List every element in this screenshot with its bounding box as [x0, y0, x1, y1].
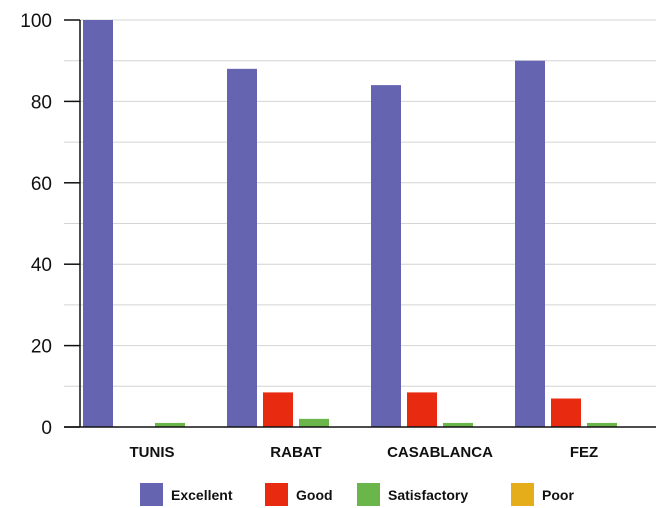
x-axis-ticks: TUNIS RABAT CASABLANCA FEZ	[130, 444, 599, 461]
legend-label: Satisfactory	[388, 487, 468, 503]
x-tick-label: RABAT	[270, 444, 321, 461]
x-tick-label: FEZ	[570, 444, 598, 461]
y-tick-label: 0	[41, 418, 52, 439]
bar-good-rabat	[263, 392, 293, 427]
legend-swatch	[357, 483, 380, 506]
legend-swatch	[140, 483, 163, 506]
legend: Excellent Good Satisfactory Poor	[140, 483, 574, 506]
y-tick-label: 100	[20, 11, 52, 32]
bar-good-fez	[551, 398, 581, 427]
bars	[83, 20, 617, 428]
bar-satisfactory-casablanca	[443, 422, 473, 427]
bar-excellent-tunis	[83, 20, 113, 427]
y-tick-label: 40	[31, 255, 52, 276]
bar-good-casablanca	[407, 392, 437, 427]
bar-satisfactory-tunis	[155, 422, 185, 427]
x-tick-label: CASABLANCA	[387, 444, 493, 461]
y-tick-label: 80	[31, 92, 52, 113]
y-axis-ticks: 0 20 40 60 80 100	[20, 11, 80, 439]
bar-satisfactory-fez	[587, 422, 617, 427]
bar-excellent-rabat	[227, 68, 257, 427]
legend-item-satisfactory: Satisfactory	[357, 483, 468, 506]
legend-swatch	[265, 483, 288, 506]
y-tick-label: 20	[31, 337, 52, 358]
bar-excellent-casablanca	[371, 85, 401, 428]
legend-item-good: Good	[265, 483, 333, 506]
y-tick-label: 60	[31, 174, 52, 195]
gridlines	[64, 19, 656, 387]
bar-satisfactory-rabat	[299, 418, 329, 427]
legend-item-excellent: Excellent	[140, 483, 233, 506]
legend-label: Good	[296, 487, 333, 503]
legend-item-poor: Poor	[511, 483, 574, 506]
legend-label: Poor	[542, 487, 574, 503]
legend-label: Excellent	[171, 487, 233, 503]
bar-excellent-fez	[515, 60, 545, 427]
legend-swatch	[511, 483, 534, 506]
x-tick-label: TUNIS	[130, 444, 175, 461]
